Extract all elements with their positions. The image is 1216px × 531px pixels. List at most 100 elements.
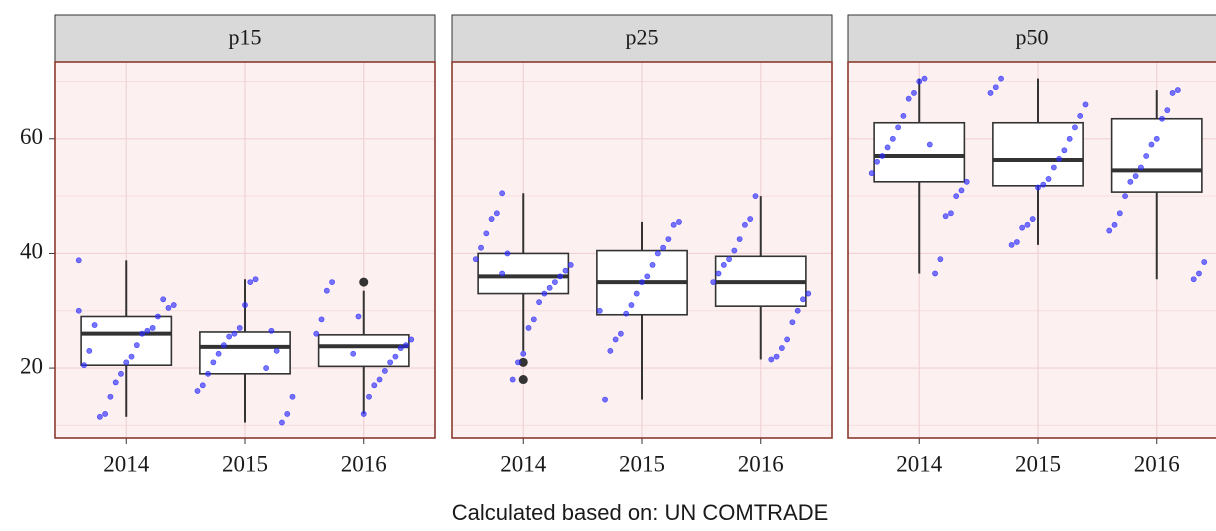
point — [926, 141, 933, 148]
point — [1013, 239, 1020, 245]
point — [139, 330, 145, 337]
point — [654, 250, 661, 257]
point — [355, 313, 362, 320]
point — [397, 345, 404, 351]
point — [499, 190, 506, 197]
point — [102, 411, 109, 417]
point — [515, 359, 521, 366]
point — [313, 330, 320, 337]
point — [953, 193, 960, 200]
point — [768, 356, 775, 363]
point — [231, 330, 238, 337]
point — [541, 290, 548, 297]
point — [916, 78, 923, 85]
point — [107, 393, 114, 400]
point — [1082, 101, 1089, 108]
point — [149, 325, 156, 331]
strip-background — [451, 14, 833, 63]
point — [376, 376, 383, 383]
point — [499, 270, 506, 277]
point — [504, 250, 511, 257]
point — [895, 124, 902, 131]
point — [205, 370, 211, 377]
outlier — [359, 277, 369, 287]
strip-background — [54, 14, 436, 63]
x-tick-label: 2015 — [222, 451, 268, 476]
point — [1169, 90, 1176, 96]
point — [1164, 107, 1171, 114]
x-tick-label: 2014 — [103, 451, 150, 476]
outlier — [518, 375, 528, 385]
point — [546, 284, 553, 291]
point — [911, 90, 917, 96]
point — [220, 342, 227, 349]
point — [602, 396, 608, 403]
point — [900, 112, 907, 119]
point — [483, 230, 490, 237]
point — [144, 327, 151, 334]
point — [905, 95, 912, 102]
point — [1040, 181, 1047, 188]
point — [552, 279, 558, 285]
point — [1138, 164, 1144, 171]
x-tick-label: 2016 — [1134, 451, 1180, 476]
point — [794, 307, 801, 314]
point — [1077, 112, 1084, 119]
point — [478, 244, 484, 251]
strip-background — [847, 14, 1216, 63]
point — [987, 90, 994, 96]
point — [1072, 124, 1078, 131]
point — [133, 342, 140, 349]
point — [932, 270, 938, 277]
point — [670, 221, 677, 228]
x-tick-label: 2016 — [341, 451, 387, 476]
point — [596, 307, 603, 314]
point — [75, 257, 82, 264]
box — [1110, 117, 1203, 193]
point — [607, 347, 614, 354]
point — [1066, 135, 1073, 142]
point — [1122, 193, 1128, 200]
point — [350, 350, 357, 357]
point — [360, 411, 367, 417]
point — [868, 170, 875, 177]
x-tick-label: 2014 — [500, 451, 547, 476]
point — [1159, 115, 1165, 122]
point — [998, 75, 1004, 82]
strip-title: p15 — [229, 25, 262, 50]
point — [649, 262, 656, 268]
point — [403, 342, 409, 349]
point — [1045, 176, 1052, 182]
point — [366, 393, 372, 400]
point — [530, 316, 537, 323]
point — [194, 388, 201, 394]
point — [612, 336, 619, 343]
point — [1019, 224, 1026, 231]
strip-title: p25 — [626, 25, 659, 50]
point — [958, 187, 965, 194]
point — [509, 376, 516, 383]
point — [676, 219, 682, 225]
point — [639, 279, 645, 285]
point — [86, 347, 93, 354]
point — [536, 299, 542, 306]
point — [160, 296, 167, 303]
x-tick-label: 2015 — [619, 451, 665, 476]
box — [317, 334, 410, 368]
point — [557, 273, 564, 280]
point — [75, 307, 82, 314]
point — [633, 290, 640, 297]
point — [778, 345, 785, 351]
point — [210, 359, 217, 366]
point — [948, 210, 954, 217]
strip-title: p50 — [1016, 25, 1049, 50]
point — [279, 419, 285, 426]
point — [567, 262, 574, 268]
point — [720, 262, 727, 268]
point — [118, 370, 124, 377]
point — [742, 221, 748, 228]
point — [1153, 135, 1160, 142]
point — [710, 279, 717, 285]
y-tick-label: 60 — [20, 124, 43, 149]
point — [371, 382, 378, 389]
